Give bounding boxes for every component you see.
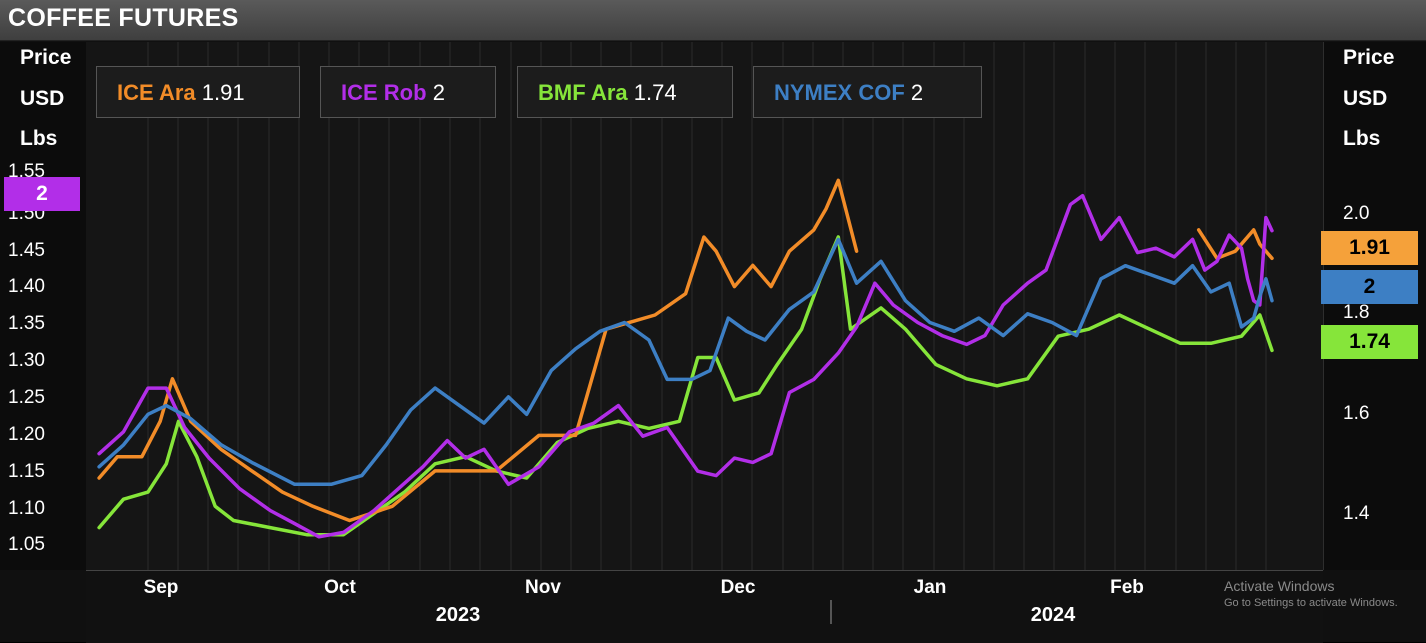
left-axis-panel	[0, 42, 87, 570]
month-label-oct: Oct	[324, 577, 356, 598]
legend-item-ice-rob[interactable]: ICE Rob 2	[320, 66, 496, 118]
legend-item-ice-ara[interactable]: ICE Ara 1.91	[96, 66, 300, 118]
left-tick-label: 1.45	[8, 240, 45, 261]
last-value-badge-ice-ara: 1.91	[1321, 231, 1418, 265]
year-label-2023: 2023	[435, 604, 481, 626]
legend-series-name: ICE Ara	[117, 80, 196, 105]
left-tick-label: 1.25	[8, 387, 45, 408]
right-axis-unit-currency: USD	[1343, 87, 1388, 110]
series-line-nymex-cof	[97, 237, 1274, 487]
legend-item-nymex-cof[interactable]: NYMEX COF 2	[753, 66, 982, 118]
right-tick-label: 2.0	[1343, 203, 1370, 224]
right-tick-label: 1.4	[1343, 503, 1370, 524]
left-tick-label: 1.10	[8, 498, 45, 519]
last-value-badge-ice-rob: 2	[4, 177, 80, 211]
watermark-subtitle: Go to Settings to activate Windows.	[1224, 597, 1398, 609]
month-label-nov: Nov	[525, 577, 561, 598]
left-tick-label: 1.30	[8, 350, 45, 371]
right-axis-panel	[1323, 42, 1426, 570]
right-axis-unit-price: Price	[1343, 46, 1395, 69]
series-line-ice-rob	[97, 193, 1274, 539]
legend-series-value: 2	[432, 80, 445, 105]
legend-series-name: BMF Ara	[538, 80, 628, 105]
chart-title: COFFEE FUTURES	[8, 4, 239, 32]
month-label-sep: Sep	[143, 577, 179, 598]
last-value-badge-nymex-cof: 2	[1321, 270, 1418, 304]
legend-series-name: ICE Rob	[341, 80, 427, 105]
year-divider	[830, 600, 832, 624]
last-value-badge-bmf-ara: 1.74	[1321, 325, 1418, 359]
time-axis	[86, 570, 1323, 643]
month-label-dec: Dec	[720, 577, 756, 598]
left-tick-label: 1.55	[8, 161, 45, 182]
right-axis-unit-weight: Lbs	[1343, 127, 1381, 150]
series-line-ice-ara	[97, 178, 1274, 523]
legend-series-value: 1.91	[201, 80, 245, 105]
legend-series-value: 1.74	[633, 80, 677, 105]
left-tick-label: 1.40	[8, 276, 45, 297]
series-line-bmf-ara	[97, 235, 1274, 537]
title-bar: COFFEE FUTURES	[0, 0, 1426, 41]
left-tick-label: 1.35	[8, 313, 45, 334]
watermark-title: Activate Windows	[1224, 578, 1335, 594]
month-label-jan: Jan	[913, 577, 947, 598]
year-label-2024: 2024	[1030, 604, 1076, 626]
left-axis-unit-currency: USD	[20, 87, 65, 110]
month-label-feb: Feb	[1110, 577, 1144, 598]
legend-item-bmf-ara[interactable]: BMF Ara 1.74	[517, 66, 733, 118]
left-axis-unit-price: Price	[20, 46, 72, 69]
left-tick-label: 1.15	[8, 461, 45, 482]
left-tick-label: 1.20	[8, 424, 45, 445]
legend-series-name: NYMEX COF	[774, 80, 905, 105]
legend-series-value: 2	[910, 80, 924, 105]
left-axis-unit-weight: Lbs	[20, 127, 58, 150]
right-tick-label: 1.6	[1343, 403, 1370, 424]
right-tick-label: 1.8	[1343, 302, 1370, 323]
left-tick-label: 1.05	[8, 534, 45, 555]
